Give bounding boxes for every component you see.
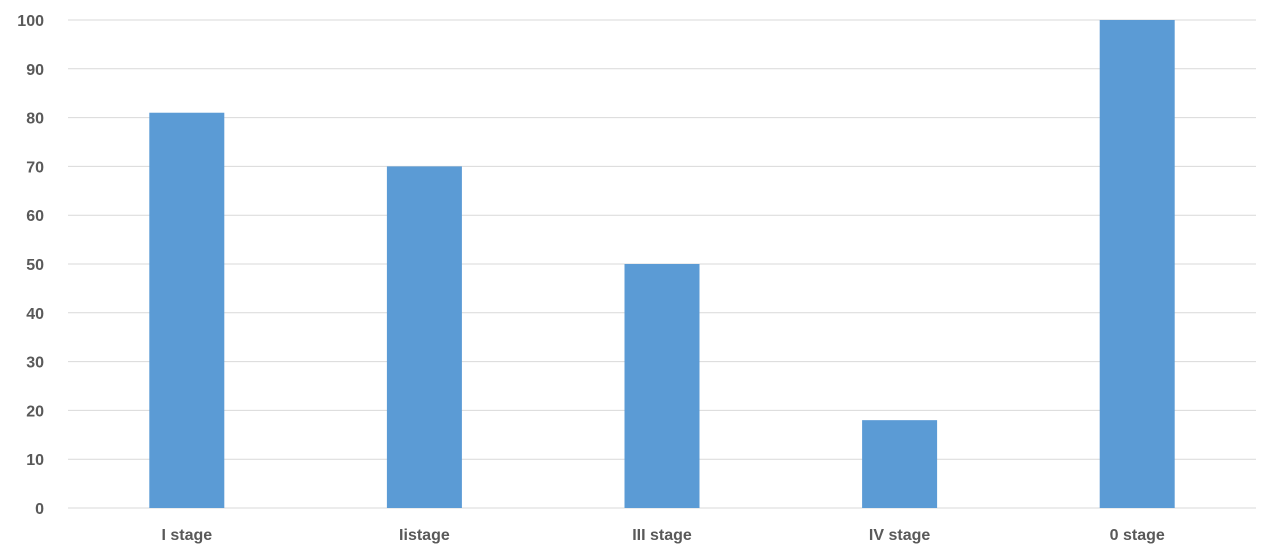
y-tick-label: 80 bbox=[26, 111, 44, 128]
bars bbox=[149, 20, 1175, 508]
bar-1 bbox=[386, 166, 462, 508]
y-tick-label: 20 bbox=[26, 403, 44, 420]
bar-4 bbox=[1099, 20, 1175, 508]
x-tick-label: 0 stage bbox=[1110, 527, 1165, 544]
y-tick-label: 70 bbox=[26, 159, 44, 176]
y-tick-label: 0 bbox=[35, 501, 44, 518]
x-tick-label: Iistage bbox=[399, 527, 450, 544]
y-tick-label: 10 bbox=[26, 452, 44, 469]
x-tick-label: III stage bbox=[632, 527, 692, 544]
x-axis-ticks: I stage Iistage III stage IV stage 0 stage bbox=[161, 527, 1164, 544]
bar-2 bbox=[624, 264, 700, 508]
y-tick-label: 60 bbox=[26, 208, 44, 225]
y-tick-label: 100 bbox=[17, 13, 44, 30]
y-tick-label: 40 bbox=[26, 306, 44, 323]
y-tick-label: 90 bbox=[26, 62, 44, 79]
y-tick-label: 30 bbox=[26, 355, 44, 372]
bar-0 bbox=[149, 112, 225, 508]
x-tick-label: I stage bbox=[161, 527, 212, 544]
y-axis-ticks: 0 10 20 30 40 50 60 70 80 90 100 bbox=[17, 13, 44, 518]
x-tick-label: IV stage bbox=[869, 527, 930, 544]
y-tick-label: 50 bbox=[26, 257, 44, 274]
bar-3 bbox=[862, 420, 938, 508]
